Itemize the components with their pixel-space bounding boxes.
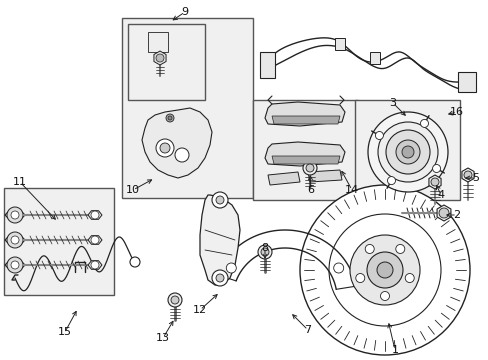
Polygon shape — [267, 172, 299, 185]
Bar — [128, 24, 204, 100]
Circle shape — [11, 261, 19, 269]
Polygon shape — [88, 261, 102, 269]
Circle shape — [165, 114, 174, 122]
Text: 7: 7 — [304, 325, 311, 335]
Polygon shape — [5, 210, 25, 220]
Circle shape — [91, 261, 99, 269]
Circle shape — [420, 120, 427, 127]
Circle shape — [355, 274, 364, 283]
Circle shape — [216, 274, 224, 282]
Circle shape — [376, 262, 392, 278]
Circle shape — [333, 263, 343, 273]
Bar — [354, 100, 459, 200]
Circle shape — [386, 176, 395, 185]
Text: 9: 9 — [181, 7, 188, 17]
Circle shape — [349, 235, 419, 305]
Circle shape — [11, 236, 19, 244]
Circle shape — [303, 161, 316, 175]
Polygon shape — [5, 260, 25, 270]
Circle shape — [168, 116, 172, 120]
Polygon shape — [88, 236, 102, 244]
Circle shape — [130, 257, 140, 267]
Circle shape — [261, 248, 268, 256]
Circle shape — [438, 208, 448, 218]
Circle shape — [305, 164, 313, 172]
Text: 14: 14 — [344, 185, 358, 195]
Polygon shape — [264, 142, 345, 166]
Circle shape — [175, 148, 189, 162]
Circle shape — [212, 192, 227, 208]
Circle shape — [377, 122, 437, 182]
Circle shape — [216, 196, 224, 204]
Circle shape — [395, 244, 404, 253]
Circle shape — [156, 139, 174, 157]
Polygon shape — [271, 116, 339, 124]
Circle shape — [299, 185, 469, 355]
Circle shape — [432, 165, 440, 172]
Circle shape — [430, 178, 438, 186]
Circle shape — [395, 140, 419, 164]
Bar — [122, 18, 252, 198]
Circle shape — [405, 274, 413, 283]
Bar — [369, 52, 379, 64]
Polygon shape — [428, 175, 440, 189]
Polygon shape — [271, 156, 339, 164]
Circle shape — [7, 207, 23, 223]
Circle shape — [367, 112, 447, 192]
Polygon shape — [142, 108, 212, 178]
Text: 13: 13 — [156, 333, 170, 343]
Text: 6: 6 — [307, 185, 314, 195]
Polygon shape — [461, 168, 473, 182]
Circle shape — [7, 232, 23, 248]
Polygon shape — [307, 170, 341, 182]
Text: 3: 3 — [389, 98, 396, 108]
Text: 5: 5 — [471, 173, 479, 183]
Polygon shape — [264, 102, 345, 126]
Circle shape — [171, 296, 179, 304]
Text: 11: 11 — [13, 177, 27, 187]
Polygon shape — [88, 211, 102, 219]
Text: 2: 2 — [452, 210, 460, 220]
Circle shape — [226, 263, 236, 273]
Text: 1: 1 — [391, 345, 398, 355]
Polygon shape — [436, 205, 450, 221]
Circle shape — [366, 252, 402, 288]
Circle shape — [168, 293, 182, 307]
Circle shape — [380, 292, 389, 301]
Circle shape — [258, 245, 271, 259]
Bar — [457, 72, 475, 92]
Circle shape — [212, 270, 227, 286]
Text: 15: 15 — [58, 327, 72, 337]
Text: 8: 8 — [261, 243, 268, 253]
Circle shape — [160, 143, 170, 153]
Bar — [4, 188, 114, 295]
Text: 16: 16 — [449, 107, 463, 117]
Circle shape — [385, 130, 429, 174]
Circle shape — [463, 171, 471, 179]
Bar — [334, 38, 345, 50]
Circle shape — [91, 211, 99, 219]
Circle shape — [11, 211, 19, 219]
Circle shape — [375, 131, 383, 140]
Polygon shape — [5, 235, 25, 245]
Bar — [148, 32, 168, 52]
Circle shape — [7, 257, 23, 273]
Circle shape — [91, 236, 99, 244]
Circle shape — [156, 54, 163, 62]
Text: 12: 12 — [193, 305, 206, 315]
Polygon shape — [154, 51, 166, 65]
Polygon shape — [200, 195, 240, 285]
Circle shape — [401, 146, 413, 158]
Circle shape — [365, 244, 373, 253]
Bar — [260, 52, 274, 78]
Bar — [252, 100, 357, 200]
Text: 4: 4 — [437, 190, 444, 200]
Text: 10: 10 — [126, 185, 140, 195]
